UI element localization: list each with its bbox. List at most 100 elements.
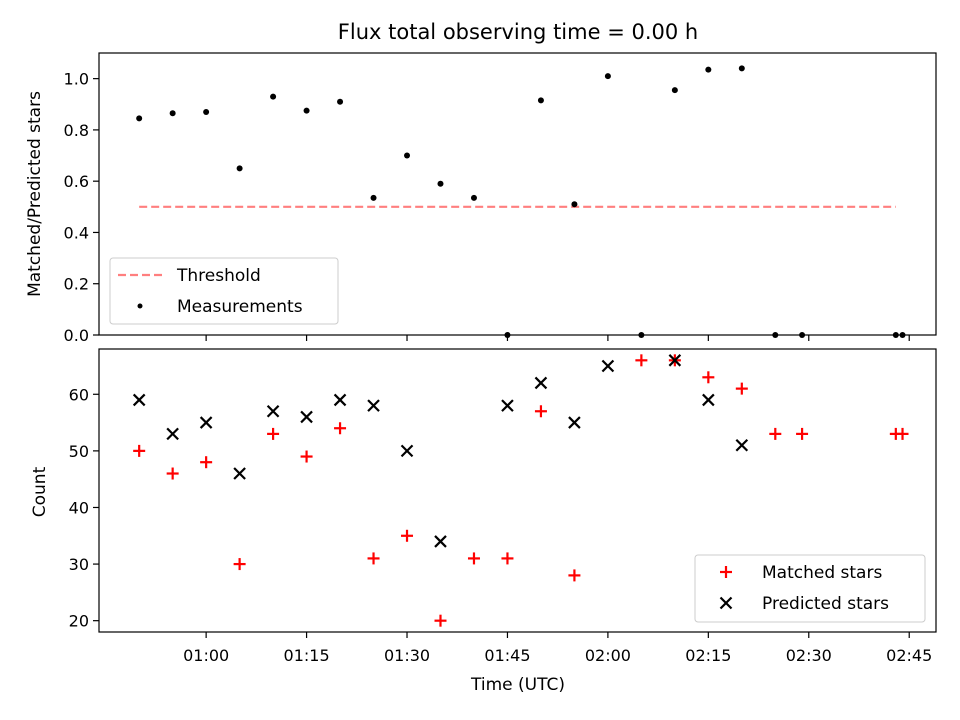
predicted-star-point-b bbox=[568, 416, 581, 429]
count-x-tick-label: 01:15 bbox=[284, 646, 330, 665]
matched-star-point bbox=[434, 614, 447, 627]
measurement-point bbox=[604, 73, 611, 80]
measurement-point bbox=[136, 115, 143, 122]
predicted-star-point-b bbox=[233, 467, 246, 480]
measurement-point bbox=[236, 165, 243, 172]
predicted-star-point-b bbox=[400, 444, 414, 458]
ratio-panel: 0.0 0.2 0.4 0.6 0.8 1.0 Matched/Predicted sta… bbox=[25, 52, 937, 345]
ratio-y-tick-label: 0.4 bbox=[64, 223, 89, 242]
chart-title: Flux total observing time = 0.00 h bbox=[338, 20, 698, 44]
predicted-star-point bbox=[132, 393, 146, 407]
measurements-legend-label: Measurements bbox=[177, 297, 303, 317]
predicted-star-point bbox=[367, 399, 380, 412]
measurement-point bbox=[270, 93, 277, 100]
measurements-legend-swatch bbox=[137, 303, 143, 309]
predicted-star-point-b bbox=[300, 410, 313, 424]
matched-star-point bbox=[534, 405, 547, 418]
predicted-star-point-b bbox=[735, 438, 749, 452]
measurement-point bbox=[404, 152, 411, 159]
matched-star-point bbox=[166, 467, 179, 480]
measurement-point bbox=[571, 201, 578, 208]
measurement-point bbox=[537, 97, 544, 104]
matched-star-point bbox=[267, 427, 280, 440]
predicted-legend-swatch bbox=[719, 596, 733, 610]
ratio-y-tick-label: 1.0 bbox=[64, 70, 89, 89]
matched-legend-label: Matched stars bbox=[762, 563, 882, 583]
matched-star-point bbox=[896, 427, 909, 440]
predicted-star-point bbox=[434, 535, 447, 548]
measurement-point bbox=[203, 108, 210, 115]
predicted-star-point bbox=[668, 354, 682, 367]
matched-star-point bbox=[635, 354, 648, 367]
count-y-axis-label: Count bbox=[30, 466, 50, 517]
ratio-y-tick-label: 0.6 bbox=[64, 172, 89, 191]
predicted-star-point bbox=[166, 427, 179, 441]
ratio-y-tick-label: 0.2 bbox=[64, 275, 89, 294]
predicted-star-point-b bbox=[501, 399, 514, 412]
count-panel: 20 30 40 50 60 01:00 01:15 01:30 01:45 02:00 02:15… bbox=[30, 348, 937, 695]
count-y-tick-label: 40 bbox=[69, 498, 89, 517]
matched-star-point bbox=[401, 529, 414, 542]
predicted-star-point-b bbox=[333, 393, 347, 407]
predicted-star-point-b bbox=[702, 393, 715, 407]
matched-legend-swatch bbox=[720, 566, 732, 578]
predicted-star-point bbox=[400, 444, 414, 458]
ratio-y-tick-label: 0.8 bbox=[64, 121, 89, 140]
predicted-star-point bbox=[601, 359, 615, 373]
ratio-legend: Threshold Measurements bbox=[109, 257, 339, 325]
matched-star-point bbox=[501, 552, 514, 565]
predicted-star-point-b bbox=[266, 404, 280, 418]
measurement-point bbox=[705, 66, 712, 73]
predicted-star-point-b bbox=[668, 354, 682, 367]
matched-star-point bbox=[702, 371, 715, 384]
ratio-y-tick-label: 0.0 bbox=[64, 326, 89, 345]
count-x-tick-label: 02:00 bbox=[585, 646, 631, 665]
count-legend-frame bbox=[694, 554, 926, 623]
matched-star-point bbox=[735, 382, 748, 395]
matched-star-point bbox=[367, 552, 380, 565]
predicted-star-point bbox=[534, 376, 548, 390]
count-y-tick-label: 60 bbox=[69, 385, 89, 404]
matched-star-point bbox=[796, 427, 809, 440]
ratio-panel-frame bbox=[98, 52, 937, 336]
matched-star-point bbox=[769, 427, 782, 440]
predicted-star-point-b bbox=[166, 427, 179, 441]
predicted-legend-label: Predicted stars bbox=[762, 594, 889, 614]
count-ticks: 20 30 40 50 60 01:00 01:15 01:30 01:45 02:00 02:15… bbox=[69, 385, 933, 665]
predicted-star-point-b bbox=[434, 535, 447, 548]
predicted-star-point bbox=[300, 410, 313, 424]
count-marks bbox=[132, 354, 909, 627]
matched-star-point bbox=[233, 558, 246, 571]
predicted-star-point bbox=[233, 467, 246, 480]
count-y-tick-label: 20 bbox=[69, 612, 89, 631]
count-x-tick-label: 01:30 bbox=[384, 646, 430, 665]
measurement-point bbox=[671, 87, 678, 94]
count-y-tick-label: 30 bbox=[69, 555, 89, 574]
predicted-star-point bbox=[501, 399, 514, 412]
threshold-legend-label: Threshold bbox=[176, 266, 261, 286]
predicted-star-point-b bbox=[367, 399, 380, 412]
ratio-legend-frame bbox=[109, 257, 339, 325]
predicted-legend-swatch-b bbox=[719, 596, 733, 610]
predicted-star-point bbox=[702, 393, 715, 407]
measurement-point bbox=[337, 98, 344, 105]
matched-star-point bbox=[200, 456, 213, 469]
measurement-point bbox=[437, 180, 444, 187]
matched-star-point bbox=[467, 552, 480, 565]
predicted-star-point bbox=[333, 393, 347, 407]
predicted-star-point bbox=[199, 416, 213, 429]
matched-star-point bbox=[300, 450, 313, 463]
measurement-point bbox=[370, 194, 377, 201]
predicted-star-point bbox=[568, 416, 581, 429]
x-axis-label: Time (UTC) bbox=[470, 675, 565, 695]
matched-star-point bbox=[133, 444, 146, 457]
predicted-star-point-b bbox=[132, 393, 146, 407]
count-x-tick-label: 02:15 bbox=[685, 646, 731, 665]
ratio-ticks: 0.0 0.2 0.4 0.6 0.8 1.0 bbox=[64, 70, 910, 345]
count-legend: Matched stars Predicted stars bbox=[694, 554, 926, 623]
count-x-tick-label: 01:00 bbox=[183, 646, 229, 665]
count-panel-frame bbox=[98, 348, 937, 633]
count-y-tick-label: 50 bbox=[69, 442, 89, 461]
matched-star-point bbox=[334, 422, 347, 435]
